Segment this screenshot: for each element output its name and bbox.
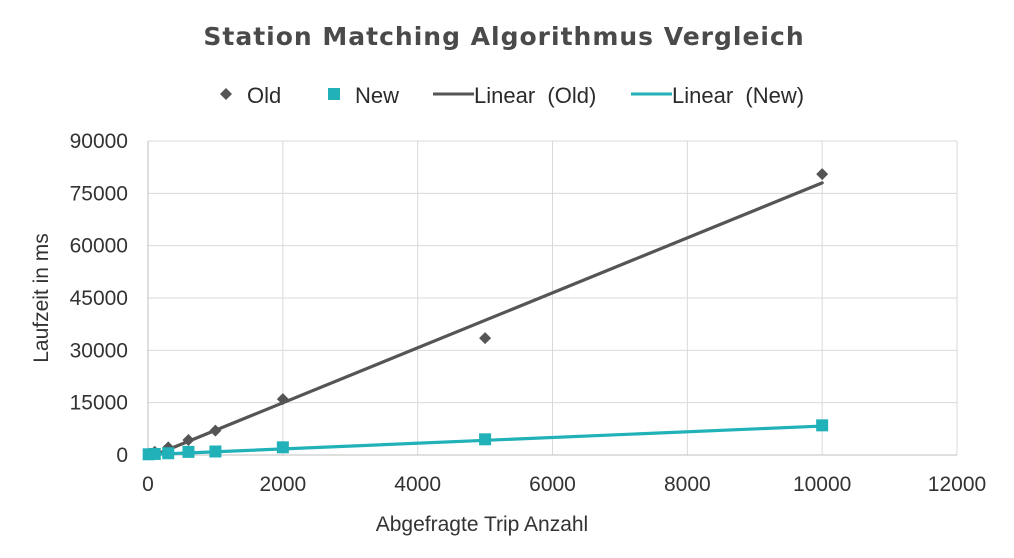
y-tick-label: 15000 <box>70 392 128 415</box>
x-tick-label: 10000 <box>793 473 851 496</box>
y-tick-label: 0 <box>116 444 128 467</box>
legend-item-old: Old <box>220 83 281 108</box>
legend-item-new: New <box>328 83 399 108</box>
y-tick-label: 45000 <box>70 287 128 310</box>
x-tick-label: 8000 <box>664 473 711 496</box>
point-old <box>816 168 829 181</box>
y-tick-labels: 0 15000 30000 45000 60000 75000 90000 <box>70 130 128 467</box>
x-tick-label: 2000 <box>259 473 306 496</box>
y-tick-label: 75000 <box>70 182 128 205</box>
point-new <box>209 445 222 458</box>
legend: Old New Linear (Old) Linear (New) <box>220 83 804 108</box>
point-new <box>479 433 492 446</box>
x-tick-labels: 0 2000 4000 6000 8000 10000 12000 <box>142 473 986 496</box>
point-old <box>182 433 195 446</box>
data-points <box>142 168 829 461</box>
point-old <box>479 332 492 345</box>
legend-label-old: Old <box>247 83 281 108</box>
legend-item-linear-old: Linear (Old) <box>433 83 596 108</box>
y-tick-label: 90000 <box>70 130 128 153</box>
y-axis-title: Laufzeit in ms <box>30 233 53 363</box>
legend-label-linear-old: Linear (Old) <box>474 83 596 108</box>
x-axis-title: Abgefragte Trip Anzahl <box>376 513 588 536</box>
legend-marker-old <box>220 88 232 100</box>
trendline-linear-old <box>153 181 824 457</box>
legend-item-linear-new: Linear (New) <box>631 83 804 108</box>
trendlines <box>146 181 824 457</box>
point-new <box>182 445 195 458</box>
legend-marker-new <box>328 88 340 100</box>
point-new <box>276 441 289 454</box>
legend-label-linear-new: Linear (New) <box>672 83 804 108</box>
y-tick-label: 30000 <box>70 339 128 362</box>
point-new <box>816 419 829 432</box>
point-old <box>276 393 289 406</box>
x-tick-label: 12000 <box>928 473 986 496</box>
x-tick-label: 6000 <box>529 473 576 496</box>
point-old <box>209 424 222 437</box>
axes <box>147 141 957 456</box>
y-tick-label: 60000 <box>70 235 128 258</box>
legend-label-new: New <box>355 83 399 108</box>
point-new <box>148 447 161 460</box>
point-new <box>162 447 175 460</box>
chart-title: Station Matching Algorithmus Vergleich <box>203 22 804 51</box>
x-tick-label: 4000 <box>394 473 441 496</box>
x-tick-label: 0 <box>142 473 154 496</box>
